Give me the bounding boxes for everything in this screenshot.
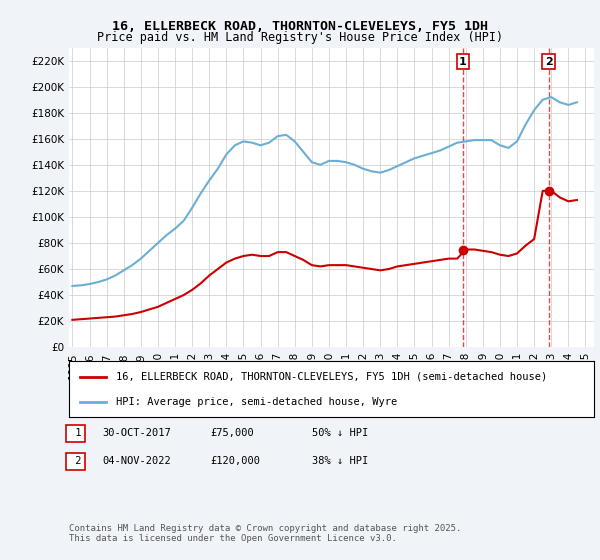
Text: 50% ↓ HPI: 50% ↓ HPI [312, 428, 368, 438]
Text: £120,000: £120,000 [210, 456, 260, 466]
Text: 38% ↓ HPI: 38% ↓ HPI [312, 456, 368, 466]
Text: £75,000: £75,000 [210, 428, 254, 438]
Text: 2: 2 [69, 456, 82, 466]
Text: Price paid vs. HM Land Registry's House Price Index (HPI): Price paid vs. HM Land Registry's House … [97, 31, 503, 44]
Text: 1: 1 [69, 428, 82, 438]
Text: 16, ELLERBECK ROAD, THORNTON-CLEVELEYS, FY5 1DH (semi-detached house): 16, ELLERBECK ROAD, THORNTON-CLEVELEYS, … [116, 372, 548, 382]
Text: 2: 2 [545, 57, 553, 67]
Text: 30-OCT-2017: 30-OCT-2017 [102, 428, 171, 438]
Text: 16, ELLERBECK ROAD, THORNTON-CLEVELEYS, FY5 1DH: 16, ELLERBECK ROAD, THORNTON-CLEVELEYS, … [112, 20, 488, 32]
Text: Contains HM Land Registry data © Crown copyright and database right 2025.
This d: Contains HM Land Registry data © Crown c… [69, 524, 461, 543]
Text: 1: 1 [459, 57, 467, 67]
Text: HPI: Average price, semi-detached house, Wyre: HPI: Average price, semi-detached house,… [116, 396, 398, 407]
Text: 04-NOV-2022: 04-NOV-2022 [102, 456, 171, 466]
